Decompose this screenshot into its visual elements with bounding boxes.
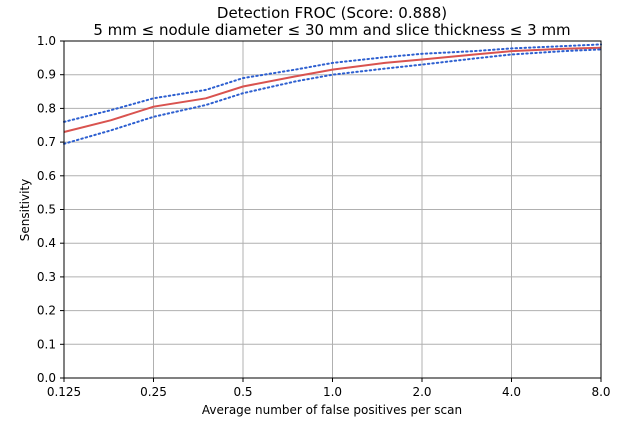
x-tick-label: 0.125 <box>47 385 81 399</box>
confidence-bound-line <box>63 43 602 123</box>
y-tick-label: 0.6 <box>37 169 56 183</box>
y-tick-label: 0.8 <box>37 101 56 115</box>
froc-curve <box>63 46 602 133</box>
x-tick-label: 1.0 <box>323 385 342 399</box>
y-tick-label: 0.1 <box>37 337 56 351</box>
plot-series <box>63 43 602 145</box>
y-tick-label: 0.9 <box>37 68 56 82</box>
x-tick-label: 4.0 <box>502 385 521 399</box>
y-tick-label: 0.3 <box>37 270 56 284</box>
x-tick-label: 2.0 <box>412 385 431 399</box>
tick-labels: 0.125 0.25 0.5 1.0 2.0 4.0 8.0 0.0 0.1 0.2 0.3 0.4 0… <box>37 34 611 399</box>
y-tick-label: 0.2 <box>37 304 56 318</box>
chart-subtitle: 5 mm ≤ nodule diameter ≤ 30 mm and slice… <box>93 21 570 39</box>
y-tick-label: 0.0 <box>37 371 56 385</box>
x-tick-label: 8.0 <box>591 385 610 399</box>
y-tick-label: 0.4 <box>37 236 56 250</box>
chart-title: Detection FROC (Score: 0.888) <box>217 4 447 22</box>
y-tick-label: 1.0 <box>37 34 56 48</box>
y-tick-label: 0.5 <box>37 203 56 217</box>
x-tick-label: 0.5 <box>233 385 252 399</box>
grid-lines <box>63 40 602 379</box>
x-axis-label: Average number of false positives per sc… <box>202 403 462 417</box>
y-tick-label: 0.7 <box>37 135 56 149</box>
y-axis-label: Sensitivity <box>18 179 32 241</box>
x-tick-label: 0.25 <box>140 385 167 399</box>
